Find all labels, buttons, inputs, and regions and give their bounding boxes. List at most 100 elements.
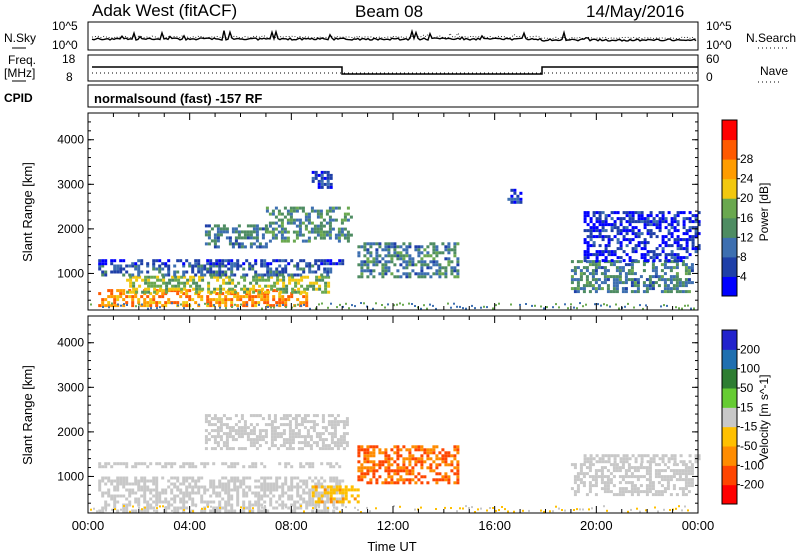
velocity-cell [224, 485, 228, 489]
power-cell [651, 287, 655, 291]
power-cell [183, 284, 187, 288]
power-cell [616, 241, 620, 245]
power-cell [310, 230, 314, 234]
velocity-colorbar-swatch [722, 368, 737, 389]
velocity-cell [604, 454, 608, 458]
power-cell [640, 217, 644, 221]
power-cell [152, 264, 156, 268]
power-cell [640, 214, 644, 218]
velocity-cell [423, 475, 427, 479]
power-cell [576, 290, 580, 294]
velocity-cell [332, 497, 336, 501]
power-cell [263, 298, 267, 302]
power-cell [582, 272, 586, 276]
power-cell [236, 259, 240, 263]
velocity-cell [637, 454, 641, 458]
power-cell [591, 260, 595, 264]
power-cell [687, 269, 691, 273]
power-cell [663, 304, 665, 307]
power-cell [307, 215, 311, 219]
power-cell [174, 287, 178, 291]
power-cell [102, 306, 104, 308]
power-cell [586, 241, 590, 245]
power-cell [591, 284, 595, 288]
velocity-cell [341, 479, 345, 483]
power-cell [197, 267, 201, 271]
velocity-cell [146, 503, 150, 507]
power-cell [666, 266, 670, 270]
velocity-cell [134, 462, 138, 466]
power-cell [652, 223, 656, 227]
velocity-cell [191, 465, 195, 469]
velocity-cell [230, 494, 234, 498]
power-cell [589, 238, 593, 242]
velocity-cell [456, 481, 460, 485]
velocity-cell [288, 444, 292, 448]
power-cell [230, 273, 234, 277]
power-cell [155, 301, 159, 305]
power-cell [113, 304, 117, 308]
power-cell [301, 206, 305, 210]
velocity-cell [621, 487, 625, 491]
power-cell [690, 263, 694, 267]
velocity-cell [191, 497, 195, 501]
velocity-cell [342, 447, 346, 451]
velocity-cell [558, 507, 560, 510]
power-cell [664, 226, 668, 230]
power-cell [576, 281, 580, 285]
velocity-cell [204, 420, 208, 424]
power-cell [621, 281, 625, 285]
power-cell [251, 264, 255, 268]
power-cell [615, 281, 619, 285]
power-cell [652, 256, 656, 260]
velocity-cell [279, 444, 283, 448]
power-cell [188, 262, 192, 266]
power-cell [363, 260, 367, 264]
power-cell [254, 295, 258, 299]
velocity-cell [113, 497, 117, 501]
power-cell [589, 232, 593, 236]
power-cell [312, 281, 316, 285]
power-cell [655, 214, 659, 218]
power-cell [239, 264, 243, 268]
power-cell [342, 305, 344, 308]
power-cell [209, 259, 213, 263]
velocity-cell [179, 497, 183, 501]
velocity-cell [592, 457, 596, 461]
velocity-cell [179, 465, 183, 469]
power-cell [274, 221, 278, 225]
velocity-cell [113, 503, 117, 507]
power-cell [592, 244, 596, 248]
velocity-cell [167, 479, 171, 483]
velocity-cell [134, 465, 138, 469]
power-cell [176, 292, 180, 296]
power-cell [628, 241, 632, 245]
velocity-cell [381, 451, 385, 455]
velocity-cell [342, 420, 346, 424]
power-cell [558, 306, 560, 309]
power-cell [438, 251, 442, 255]
velocity-cell [270, 420, 274, 424]
power-cell [387, 266, 391, 270]
power-cell [270, 306, 272, 309]
velocity-cell [246, 438, 250, 442]
power-cell [316, 224, 320, 228]
power-cell [227, 292, 231, 296]
power-cell [649, 256, 653, 260]
power-cell [107, 295, 111, 299]
velocity-cell [588, 487, 592, 491]
velocity-cell [263, 485, 267, 489]
power-cell [258, 303, 260, 306]
power-cell [264, 284, 268, 288]
velocity-cell [308, 465, 312, 469]
power-cell [225, 307, 227, 310]
velocity-cell [528, 509, 530, 512]
power-cell [592, 211, 596, 215]
velocity-cell [207, 423, 211, 427]
velocity-cell [619, 457, 623, 461]
power-cell [185, 304, 189, 308]
velocity-cell [624, 472, 628, 476]
power-cell [177, 278, 181, 282]
velocity-cell [372, 466, 376, 470]
velocity-cell [164, 500, 168, 504]
